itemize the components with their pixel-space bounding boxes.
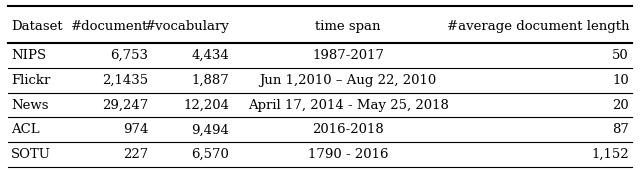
Text: 9,494: 9,494 bbox=[191, 123, 229, 136]
Text: 227: 227 bbox=[123, 148, 148, 161]
Text: Dataset: Dataset bbox=[11, 20, 63, 33]
Text: 1,152: 1,152 bbox=[591, 148, 629, 161]
Text: 1,887: 1,887 bbox=[191, 74, 229, 87]
Text: 4,434: 4,434 bbox=[191, 49, 229, 62]
Text: #vocabulary: #vocabulary bbox=[145, 20, 229, 33]
Text: ACL: ACL bbox=[11, 123, 40, 136]
Text: 29,247: 29,247 bbox=[102, 99, 148, 112]
Text: 20: 20 bbox=[612, 99, 629, 112]
Text: 12,204: 12,204 bbox=[184, 99, 229, 112]
Text: Flickr: Flickr bbox=[11, 74, 51, 87]
Text: 2016-2018: 2016-2018 bbox=[312, 123, 384, 136]
Text: News: News bbox=[11, 99, 49, 112]
Text: 1790 - 2016: 1790 - 2016 bbox=[308, 148, 388, 161]
Text: #average document length: #average document length bbox=[447, 20, 629, 33]
Text: 87: 87 bbox=[612, 123, 629, 136]
Text: time span: time span bbox=[316, 20, 381, 33]
Text: 6,753: 6,753 bbox=[110, 49, 148, 62]
Text: #document: #document bbox=[71, 20, 148, 33]
Text: 10: 10 bbox=[612, 74, 629, 87]
Text: NIPS: NIPS bbox=[11, 49, 46, 62]
Text: 50: 50 bbox=[612, 49, 629, 62]
Text: April 17, 2014 - May 25, 2018: April 17, 2014 - May 25, 2018 bbox=[248, 99, 449, 112]
Text: 1987-2017: 1987-2017 bbox=[312, 49, 384, 62]
Text: 974: 974 bbox=[123, 123, 148, 136]
Text: 2,1435: 2,1435 bbox=[102, 74, 148, 87]
Text: 6,570: 6,570 bbox=[191, 148, 229, 161]
Text: SOTU: SOTU bbox=[11, 148, 51, 161]
Text: Jun 1,2010 – Aug 22, 2010: Jun 1,2010 – Aug 22, 2010 bbox=[259, 74, 436, 87]
